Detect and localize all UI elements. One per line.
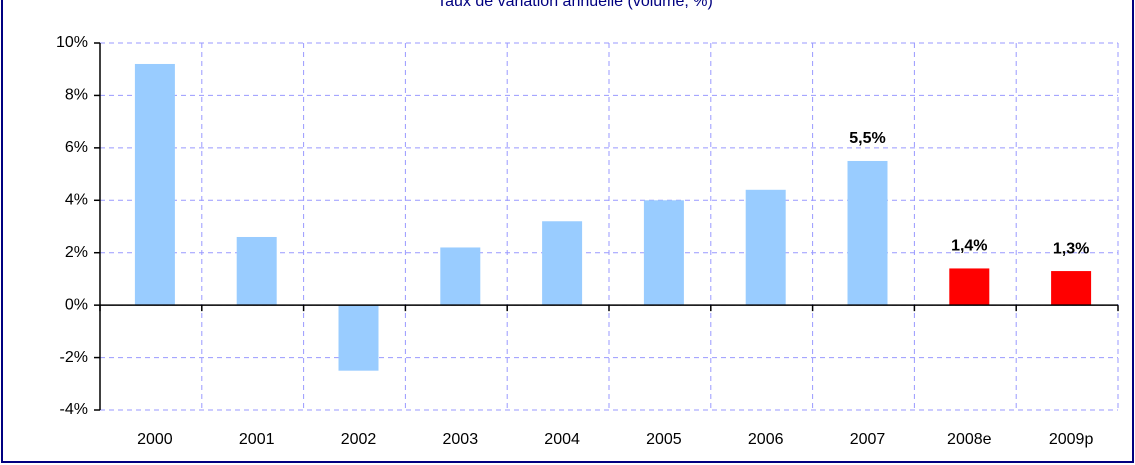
bar <box>745 189 786 306</box>
x-tick-label: 2004 <box>544 431 580 448</box>
x-tick-label: 2007 <box>850 431 886 448</box>
bar <box>134 63 175 306</box>
bar <box>440 247 481 306</box>
y-tick-label: 0% <box>65 296 88 313</box>
bar <box>338 305 379 371</box>
bar <box>847 160 888 306</box>
x-tick-label: 2008e <box>947 431 992 448</box>
y-tick-label: 8% <box>65 87 88 104</box>
y-tick-label: -4% <box>60 401 88 418</box>
x-tick-label: 2002 <box>341 431 377 448</box>
x-tick-label: 2006 <box>748 431 784 448</box>
bar <box>542 221 583 306</box>
data-label: 1,3% <box>1053 240 1089 257</box>
bar <box>949 268 990 306</box>
bar <box>1051 271 1092 306</box>
y-tick-label: 6% <box>65 139 88 156</box>
x-tick-label: 2005 <box>646 431 682 448</box>
data-label: 5,5% <box>849 130 885 147</box>
bar <box>643 200 684 306</box>
y-tick-label: 2% <box>65 244 88 261</box>
y-tick-label: 10% <box>56 34 88 51</box>
x-tick-label: 2001 <box>239 431 275 448</box>
data-label: 1,4% <box>951 238 987 255</box>
y-tick-label: 4% <box>65 192 88 209</box>
chart-title: Taux de variation annuelle (volume, %) <box>437 0 713 10</box>
y-tick-label: -2% <box>60 349 88 366</box>
x-tick-label: 2000 <box>137 431 173 448</box>
x-tick-label: 2003 <box>443 431 479 448</box>
x-tick-label: 2009p <box>1049 431 1094 448</box>
bar <box>236 236 277 306</box>
